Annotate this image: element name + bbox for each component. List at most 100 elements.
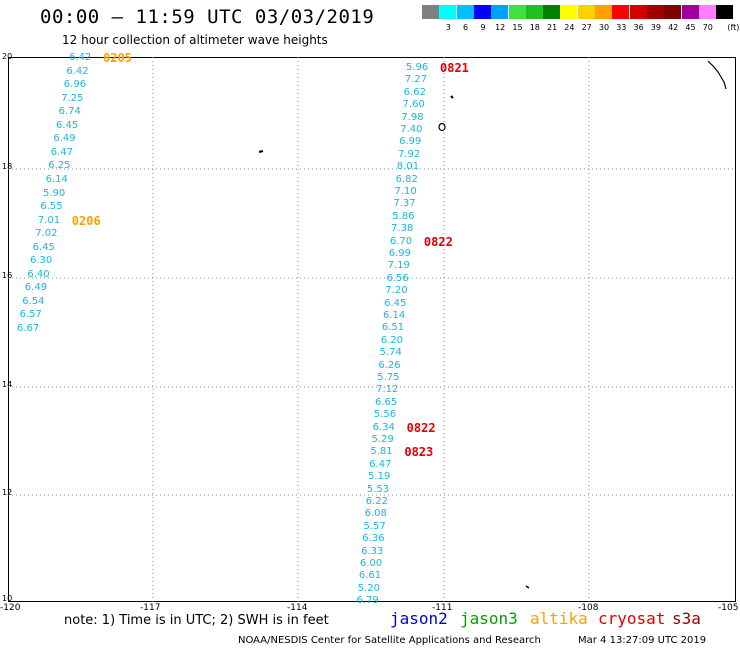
wave-height-value: 6.20 [380,334,403,346]
wave-height-value: 7.37 [393,198,416,210]
longitude-label: -117 [140,603,161,613]
wave-height-value: 6.99 [388,248,412,259]
wave-height-value: 6.42 [69,52,92,63]
pass-time-label: 0823 [404,445,434,460]
wave-height-value: 5.53 [366,483,390,495]
scale-label: 21 [547,23,558,32]
wave-height-value: 7.19 [387,260,410,272]
wave-height-value: 5.75 [377,372,400,383]
wave-height-value: 6.36 [362,533,385,545]
scale-swatch [422,5,439,19]
wave-height-value: 7.02 [35,228,58,240]
wave-height-value: 7.25 [61,92,84,104]
scale-label: 36 [633,23,644,32]
wave-height-value: 7.38 [391,223,414,235]
island-shape [525,585,530,589]
pass-time-label: 0822 [406,420,436,435]
wave-height-value: 6.49 [24,282,48,294]
scale-label: 70 [702,23,713,32]
pass-time-label: 0821 [440,61,469,75]
wave-height-value: 6.45 [384,297,407,309]
wave-height-value: 5.86 [392,210,415,222]
wave-height-value: 5.96 [406,62,429,73]
wave-height-value: 6.25 [48,160,71,172]
pass-time-label: 0206 [71,213,101,228]
island-shape [438,122,446,132]
latitude-label: 12 [2,488,13,497]
satellite-legend-item: cryosat [598,609,666,628]
wave-height-value: 6.08 [364,508,387,520]
scale-swatch [612,5,630,19]
wave-height-value: 6.99 [399,136,422,148]
satellite-legend-item: altika [530,609,588,628]
scale-swatch [595,5,612,19]
longitude-label: -108 [578,603,599,613]
scale-swatch [439,5,457,19]
scale-label: 9 [480,23,486,32]
wave-height-value: 7.12 [376,384,399,396]
scale-label: 33 [616,23,627,32]
scale-swatch [681,5,699,19]
wave-height-value: 6.67 [17,323,40,334]
wave-height-value: 7.20 [385,285,408,297]
scale-label: 12 [495,23,506,32]
scale-label: 45 [685,23,696,32]
satellite-legend-item: s3a [672,609,701,628]
wave-height-value: 7.10 [394,186,417,197]
scale-swatch [456,5,474,19]
scale-swatch [698,5,716,19]
scale-label: 18 [529,23,540,32]
island-shape [450,95,454,99]
latitude-label: 10 [2,594,13,603]
scale-swatch [716,5,734,19]
wave-height-value: 5.20 [357,582,380,594]
footnote: note: 1) Time is in UTC; 2) SWH is in fe… [64,613,329,628]
scale-label: 24 [564,23,575,32]
wave-height-value: 6.65 [374,396,398,408]
wave-height-value: 6.33 [361,545,384,557]
wave-height-value: 6.42 [66,65,89,77]
scale-swatch [560,5,578,19]
latitude-label: 18 [2,162,13,171]
latitude-label: 20 [2,52,13,61]
wave-height-value: 6.61 [358,570,382,582]
wave-height-value: 6.51 [381,322,405,334]
longitude-label: -114 [287,603,308,613]
wave-height-value: 7.60 [402,99,425,111]
wave-height-value: 6.54 [22,295,45,307]
scale-swatch [508,5,526,19]
longitude-label: -111 [432,603,453,613]
scale-swatch [473,5,491,19]
wave-height-value: 6.74 [58,106,81,118]
latitude-label: 16 [2,271,13,280]
wave-height-value: 6.57 [19,309,42,321]
wave-height-value: 7.01 [37,214,61,226]
wave-height-value: 5.57 [363,520,386,532]
scale-swatch [491,5,509,19]
scale-label: 27 [581,23,592,32]
scale-label: 30 [598,23,610,32]
scale-label: 15 [512,23,523,32]
wave-height-value: 5.56 [373,409,397,421]
pass-time-label: 0205 [103,51,132,65]
wave-height-value: 6.30 [30,255,53,267]
satellite-legend-item: jason2 [390,609,448,628]
wave-height-value: 6.47 [369,458,392,470]
wave-height-value: 7.98 [401,111,424,123]
scale-label: 39 [650,23,661,32]
scale-swatch [543,5,561,19]
wave-height-value: 6.96 [63,79,87,91]
scale-label: 3 [445,23,451,32]
coastline [707,60,727,90]
wave-height-value: 7.92 [397,148,421,160]
scale-swatch [646,5,664,19]
wave-height-value: 6.55 [40,201,63,213]
wave-height-value: 6.82 [395,173,418,185]
wave-height-value: 8.01 [396,161,420,173]
wave-height-value: 6.00 [360,558,383,569]
wave-height-value: 6.45 [32,241,55,253]
map-border [8,57,736,602]
wave-height-value: 6.26 [378,359,401,371]
scale-label: 42 [668,23,679,32]
wave-height-value: 5.19 [368,471,391,483]
